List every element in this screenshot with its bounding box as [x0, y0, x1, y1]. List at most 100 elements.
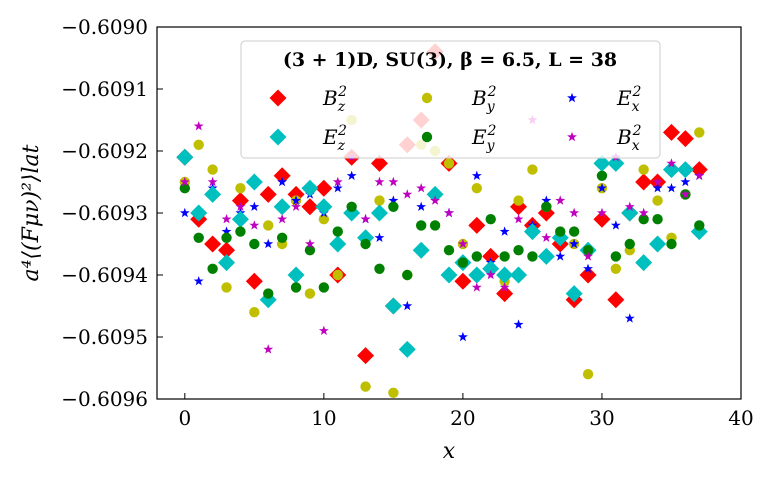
data-point-diamond	[218, 254, 236, 272]
data-point-diamond	[204, 185, 222, 203]
data-point-circle	[624, 238, 635, 250]
data-point-diamond	[635, 254, 653, 272]
data-point-diamond	[676, 161, 694, 179]
data-point-star	[694, 170, 705, 180]
y-tick-label: −0.6090	[61, 15, 148, 39]
data-point-diamond	[176, 148, 194, 166]
y-tick-label: −0.6092	[61, 139, 148, 163]
data-point-star	[221, 214, 232, 224]
data-point-diamond	[593, 210, 611, 228]
data-point-diamond	[190, 204, 208, 222]
data-point-circle	[443, 245, 455, 256]
data-point-star	[652, 183, 663, 193]
data-point-diamond	[468, 216, 486, 234]
data-point-diamond	[370, 154, 388, 172]
legend-marker	[269, 89, 287, 107]
data-point-diamond	[245, 272, 263, 290]
data-point-star	[624, 201, 635, 211]
data-point-diamond	[204, 235, 222, 253]
data-point-star	[471, 282, 482, 292]
data-point-star	[499, 226, 510, 236]
data-point-circle	[388, 201, 399, 212]
data-point-circle	[235, 183, 246, 194]
data-point-circle	[582, 245, 594, 256]
x-tick-label: 10	[311, 406, 336, 430]
data-point-diamond	[273, 167, 291, 185]
data-point-diamond	[621, 204, 639, 222]
data-point-circle	[527, 164, 538, 175]
data-point-star	[541, 232, 552, 242]
data-point-diamond	[482, 260, 500, 278]
data-point-diamond	[496, 266, 514, 284]
data-point-diamond	[510, 266, 528, 284]
data-point-star	[249, 220, 260, 230]
data-point-star	[388, 195, 399, 205]
data-point-star	[179, 207, 190, 218]
legend-label: Bz2	[322, 84, 347, 115]
data-point-star	[235, 201, 246, 211]
data-point-diamond	[384, 297, 402, 315]
data-point-circle	[179, 183, 191, 194]
data-point-circle	[541, 201, 552, 212]
data-point-star	[652, 176, 663, 187]
legend-entry: Ey2	[421, 123, 497, 154]
legend-entries: Bz2 By2 Ex2 Ez2 Ey2 Bx2	[269, 84, 642, 154]
data-point-star	[388, 176, 399, 187]
data-point-star	[624, 313, 635, 323]
y-tick-label: −0.6095	[61, 325, 148, 349]
data-point-star	[193, 276, 204, 286]
data-point-star	[610, 220, 621, 230]
data-point-star	[680, 176, 691, 187]
data-point-circle	[263, 220, 274, 231]
data-point-star	[249, 201, 260, 211]
legend-marker	[269, 128, 287, 146]
data-point-circle	[652, 214, 663, 225]
data-point-circle	[610, 263, 622, 274]
data-point-circle	[485, 214, 496, 225]
legend-title: (3 + 1)D, SU(3), β = 6.5, L = 38	[283, 49, 617, 71]
data-point-circle	[694, 127, 705, 138]
data-point-circle	[471, 183, 483, 194]
data-point-diamond	[662, 161, 680, 179]
data-point-circle	[235, 226, 246, 237]
data-point-circle	[304, 288, 316, 299]
data-point-star	[277, 176, 288, 187]
legend-label: Ez2	[322, 123, 347, 154]
data-point-circle	[429, 220, 441, 231]
legend-marker	[567, 92, 577, 103]
data-point-circle	[374, 195, 385, 206]
data-point-diamond	[426, 185, 444, 203]
data-point-circle	[471, 251, 483, 262]
data-point-circle	[652, 195, 663, 206]
data-point-star	[597, 207, 607, 218]
data-point-star	[416, 183, 427, 193]
data-point-circle	[582, 369, 594, 380]
data-point-diamond	[301, 179, 319, 197]
data-point-circle	[457, 257, 469, 268]
data-point-diamond	[565, 285, 583, 303]
legend-marker	[421, 92, 433, 104]
data-point-diamond	[690, 161, 708, 179]
data-point-diamond	[440, 266, 458, 284]
data-point-circle	[596, 170, 608, 181]
data-point-star	[597, 183, 607, 193]
data-point-circle	[304, 245, 316, 256]
data-point-star	[638, 207, 649, 218]
data-point-star	[458, 331, 468, 342]
data-point-circle	[694, 220, 705, 231]
data-point-star	[207, 176, 218, 187]
data-point-diamond	[607, 154, 625, 172]
data-point-circle	[638, 214, 649, 225]
data-point-circle	[513, 245, 524, 256]
legend-entry: By2	[421, 84, 497, 115]
data-point-diamond	[662, 123, 680, 141]
data-point-star	[374, 232, 385, 242]
data-point-circle	[249, 238, 260, 250]
x-axis: 0 10 20 30 40	[178, 393, 754, 430]
data-point-circle	[360, 381, 371, 392]
data-point-circle	[318, 214, 330, 225]
data-point-circle	[332, 226, 343, 237]
data-point-circle	[610, 251, 622, 262]
data-point-star	[583, 263, 593, 273]
